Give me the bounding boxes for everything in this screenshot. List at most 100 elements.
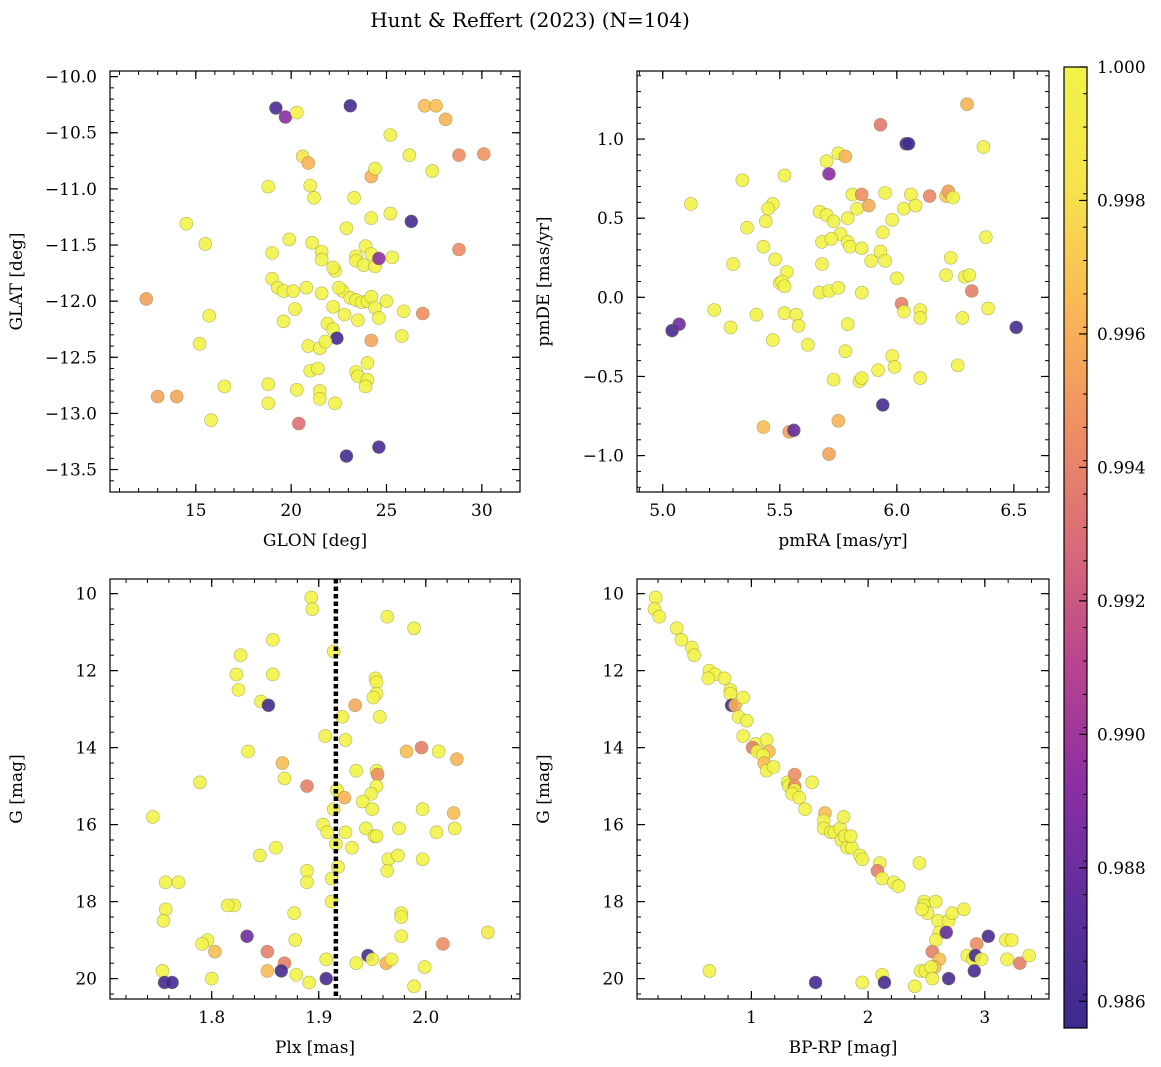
colorbar-tick-label: 0.988: [1097, 859, 1146, 879]
scatter-point: [928, 894, 943, 909]
scatter-point: [873, 118, 888, 132]
scatter-point: [854, 285, 869, 300]
x-tick-label: 5.5: [766, 501, 793, 521]
scatter-point: [684, 197, 698, 211]
y-tick-label: −10.5: [45, 124, 97, 144]
scatter-point: [385, 250, 400, 265]
x-tick-label: 1.9: [305, 1008, 332, 1028]
scatter-point: [269, 840, 283, 855]
scatter-point: [404, 214, 419, 229]
scatter-point: [368, 161, 382, 176]
colorbar: 0.986 0.988 0.990 0.992 0.994 0.996 0.998 1.000: [1063, 58, 1146, 1029]
scatter-point: [436, 937, 450, 951]
scatter-point: [756, 420, 771, 434]
x-axis-label: GLON [deg]: [263, 531, 367, 551]
scatter-point: [261, 396, 276, 411]
scatter-point: [380, 609, 395, 624]
scatter-point: [290, 105, 304, 120]
scatter-point: [956, 902, 971, 917]
scatter-point: [305, 602, 320, 616]
scatter-point: [204, 971, 219, 986]
scatter-point: [826, 372, 841, 387]
scatter-point: [307, 191, 321, 205]
scatter-point: [761, 201, 775, 216]
scatter-point: [840, 211, 855, 225]
x-tick-label: 6.0: [883, 501, 910, 521]
y-axis-label: G [mag]: [7, 754, 27, 823]
scatter-point: [969, 937, 984, 951]
y-tick-label: 12: [602, 662, 624, 682]
scatter-point: [838, 344, 853, 358]
scatter-point: [840, 317, 855, 332]
scatter-point: [854, 187, 869, 202]
scatter-point: [349, 763, 364, 778]
scatter-point: [756, 239, 771, 254]
scatter-point: [739, 713, 754, 728]
scatter-point: [891, 879, 906, 894]
y-tick-label: 10: [602, 585, 624, 605]
scatter-point: [328, 396, 342, 411]
scatter-point: [819, 154, 834, 169]
scatter-point: [302, 975, 316, 990]
scatter-point: [364, 787, 379, 801]
scatter-point: [286, 284, 300, 298]
scatter-point: [798, 802, 812, 817]
y-tick-label: 14: [75, 739, 97, 759]
scatter-point: [155, 964, 170, 978]
scatter-point: [726, 257, 740, 271]
scatter-point: [384, 952, 399, 967]
scatter-point: [391, 848, 405, 863]
scatter-point: [777, 306, 792, 320]
scatter-point: [394, 929, 408, 944]
scatter-point: [364, 211, 379, 225]
x-tick-label: 2.0: [412, 1008, 439, 1028]
scatter-point: [831, 413, 846, 428]
scatter-point: [150, 389, 165, 404]
scatter-point: [261, 698, 276, 713]
scatter-point: [339, 449, 354, 463]
y-tick-label: 0.0: [597, 288, 624, 308]
scatter-point: [887, 360, 902, 374]
scatter-point: [941, 971, 956, 986]
x-axis-label: BP-RP [mag]: [789, 1038, 898, 1058]
x-axis-label: pmRA [mas/yr]: [778, 531, 907, 551]
scatter-point: [372, 251, 386, 266]
scatter-point: [438, 112, 453, 127]
scatter-point: [855, 975, 870, 990]
y-tick-label: 14: [602, 739, 624, 759]
scatter-point: [981, 929, 996, 944]
scatter-points: [665, 97, 1024, 461]
scatter-point: [702, 964, 717, 978]
scatter-point: [717, 671, 732, 686]
scatter-point: [383, 128, 398, 142]
scatter-point: [195, 937, 209, 951]
scatter-point: [169, 389, 184, 404]
scatter-point: [925, 971, 940, 986]
scatter-point: [156, 914, 171, 928]
scatter-point: [326, 299, 340, 314]
scatter-point: [877, 975, 892, 990]
scatter-point: [305, 235, 319, 250]
scatter-point: [901, 137, 916, 151]
scatter-point: [383, 206, 398, 221]
scatter-point: [282, 232, 297, 247]
scatter-point: [314, 252, 329, 267]
scatter-point: [300, 779, 314, 793]
scatter-point: [351, 313, 365, 328]
scatter-point: [907, 979, 922, 994]
scatter-point: [415, 802, 430, 817]
scatter-points: [647, 590, 1036, 994]
scatter-point: [158, 875, 173, 890]
scatter-point: [303, 178, 318, 193]
scatter-point: [787, 767, 802, 782]
scatter-point: [370, 767, 385, 782]
scatter-point: [407, 979, 421, 994]
scatter-point: [380, 864, 395, 878]
scatter-point: [871, 363, 885, 377]
scatter-point: [301, 339, 316, 353]
scatter-point: [365, 802, 380, 817]
scatter-point: [878, 186, 892, 200]
scatter-point: [318, 334, 333, 349]
scatter-point: [337, 790, 352, 805]
